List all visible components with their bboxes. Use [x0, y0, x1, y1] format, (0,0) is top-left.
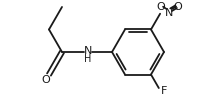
Text: N: N: [164, 8, 172, 18]
Text: O: O: [173, 2, 182, 12]
Text: O: O: [156, 2, 165, 12]
Text: H: H: [84, 54, 91, 63]
Text: F: F: [160, 85, 166, 95]
Text: O: O: [41, 74, 50, 84]
Text: N: N: [83, 46, 92, 56]
